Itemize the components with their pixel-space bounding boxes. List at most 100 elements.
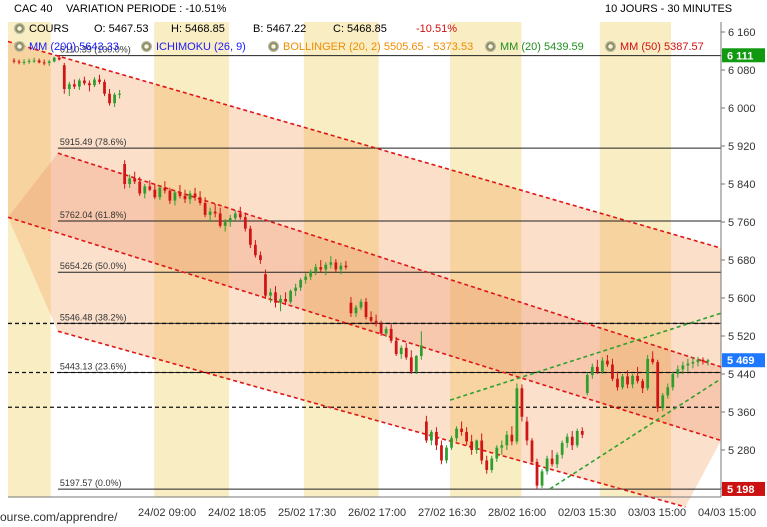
candle-body (455, 428, 458, 439)
indicator-value: 5643.33 (79, 41, 119, 53)
high-value: H: 5468.85 (171, 23, 225, 35)
x-tick-label: 24/02 09:00 (138, 507, 196, 519)
candle-body (113, 94, 116, 104)
candle-body (52, 57, 56, 62)
candle-body (565, 436, 569, 443)
candle-body (671, 374, 675, 388)
indicator-value: 5387.57 (664, 41, 704, 53)
settings-gear-icon[interactable] (268, 41, 279, 52)
indicator-ichimoku[interactable]: ICHIMOKU (26, 9) (141, 41, 246, 53)
candle-body (500, 445, 504, 448)
indicator-value: 5505.65 - 5373.53 (383, 41, 474, 53)
candle-body (228, 218, 232, 222)
candle-body (148, 186, 152, 190)
channel-fill (8, 153, 721, 441)
x-tick-label: 24/02 18:05 (208, 507, 266, 519)
candle-body (128, 178, 132, 184)
candle-body (384, 328, 388, 334)
candle-body (435, 431, 438, 446)
candle-body (626, 376, 629, 385)
candle-body (339, 265, 343, 270)
y-tick-label: 5 280 (728, 445, 756, 457)
candle-body (570, 436, 574, 446)
x-tick-label: 27/02 16:30 (418, 507, 476, 519)
variation-period: VARIATION PERIODE : -10.51% (66, 3, 227, 15)
candle-body (37, 60, 41, 63)
candle-body (213, 211, 217, 214)
indicator-mm50[interactable]: MM (50) 5387.57 (605, 41, 704, 53)
settings-gear-icon[interactable] (141, 41, 152, 52)
candle-body (590, 366, 594, 375)
candle-body (138, 181, 142, 194)
price-badge (722, 48, 765, 63)
settings-gear-icon[interactable] (485, 41, 496, 52)
candle-body (143, 186, 147, 194)
y-tick-label: 5 840 (728, 179, 756, 191)
channel-fill (8, 41, 721, 441)
candle-body (334, 262, 338, 270)
candle-body (389, 328, 393, 341)
indicator-bollinger[interactable]: BOLLINGER (20, 2) 5505.65 - 5373.53 (268, 41, 473, 53)
footer-url[interactable]: ourse.com/apprendre/ (0, 510, 120, 524)
candle-body (686, 363, 690, 366)
price-badge-label: 6 111 (727, 50, 753, 62)
candle-body (344, 265, 348, 268)
candle-body (681, 365, 685, 370)
candle-body (88, 83, 91, 86)
candle-body (520, 388, 524, 417)
candle-body (440, 445, 443, 461)
candle-body (259, 255, 262, 260)
candle-body (465, 431, 468, 442)
candle-body (264, 274, 267, 296)
candle-body (575, 431, 579, 446)
settings-gear-icon[interactable] (14, 23, 25, 34)
y-tick-label: 5 680 (728, 255, 756, 267)
channel-fill (8, 217, 721, 507)
candle-body (83, 80, 86, 84)
settings-gear-icon[interactable] (14, 41, 25, 52)
candle-body (103, 81, 106, 94)
candle-body (93, 79, 96, 86)
candle-body (294, 287, 298, 291)
candle-body (203, 203, 207, 215)
candle-body (661, 395, 665, 409)
indicator-value: 5439.59 (544, 41, 584, 53)
fibonacci-label: 5546.48 (38.2%) (60, 312, 127, 322)
candle-body (314, 267, 318, 272)
indicator-mm20[interactable]: MM (20) 5439.59 (485, 41, 584, 53)
y-tick-label: 5 600 (728, 293, 756, 305)
settings-gear-icon[interactable] (605, 41, 616, 52)
y-tick-label: 6 160 (728, 27, 756, 39)
candle-body (540, 471, 544, 486)
candle-body (158, 187, 162, 198)
candle-body (585, 374, 589, 393)
trend-line (549, 378, 722, 490)
fibonacci-label: 5915.49 (78.6%) (60, 137, 127, 147)
candle-body (223, 222, 227, 226)
candle-body (133, 178, 137, 182)
candle-body (525, 421, 529, 441)
candle-body (490, 458, 494, 470)
candle-body (349, 302, 353, 314)
candle-body (233, 213, 237, 219)
candle-body (153, 189, 157, 198)
x-tick-label: 28/02 16:00 (488, 507, 546, 519)
instrument-name: CAC 40 (14, 3, 53, 15)
indicator-label: BOLLINGER (20, 2) (283, 41, 381, 53)
candle-body (47, 61, 51, 63)
x-tick-label: 03/03 15:00 (628, 507, 686, 519)
candle-body (208, 211, 212, 215)
candle-body (62, 65, 66, 89)
candle-body (545, 458, 549, 472)
candle-body (424, 421, 428, 441)
fibonacci-label: 6110.39 (100.0%) (60, 45, 131, 55)
candle-body (641, 381, 645, 389)
candle-body (611, 364, 614, 379)
candle-body (163, 187, 167, 191)
candle-body (329, 262, 333, 265)
indicator-mm200[interactable]: MM (200) 5643.33 (14, 41, 119, 53)
candle-body (666, 387, 670, 396)
candle-body (354, 307, 358, 314)
session-band (154, 22, 230, 497)
